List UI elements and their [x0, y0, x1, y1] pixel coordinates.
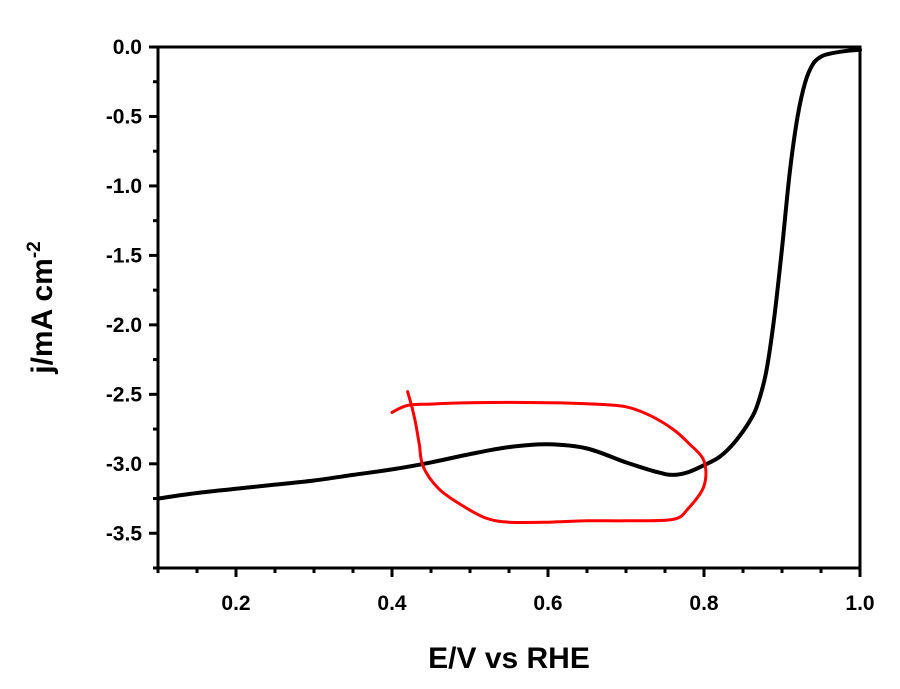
annotation-loop-0 — [390, 390, 708, 525]
x-tick-label: 0.6 — [533, 592, 562, 615]
y-tick-label: 0.0 — [113, 36, 142, 59]
axis-tick-labels: 0.2 0.4 0.6 0.8 1.0 0.0 -0.5 -1.0 -1.5 -2.0 -2.5 -3… — [106, 36, 875, 615]
x-tick-label: 0.2 — [221, 592, 250, 615]
y-axis-title-superscript: -2 — [24, 241, 45, 258]
y-axis-title: j/mA cm-2 — [24, 241, 59, 375]
y-tick-label: -2.5 — [106, 383, 143, 406]
plot-frame — [156, 45, 862, 570]
y-tick-label: -0.5 — [106, 105, 143, 128]
x-tick-label: 0.4 — [377, 592, 407, 615]
x-tick-label: 1.0 — [845, 592, 874, 615]
y-axis-title-main: j/mA cm — [26, 258, 59, 375]
y-tick-label: -3.5 — [106, 522, 143, 545]
x-tick-label: 0.8 — [689, 592, 719, 615]
series-line-0 — [156, 47, 862, 501]
axis-ticks — [149, 45, 862, 577]
y-tick-label: -3.0 — [106, 453, 142, 476]
y-tick-label: -2.0 — [106, 314, 142, 337]
annotation-layer — [390, 390, 708, 525]
y-tick-label: -1.0 — [106, 175, 142, 198]
series-layer — [156, 47, 862, 501]
y-tick-label: -1.5 — [106, 244, 143, 267]
x-axis-title: E/V vs RHE — [428, 642, 590, 675]
